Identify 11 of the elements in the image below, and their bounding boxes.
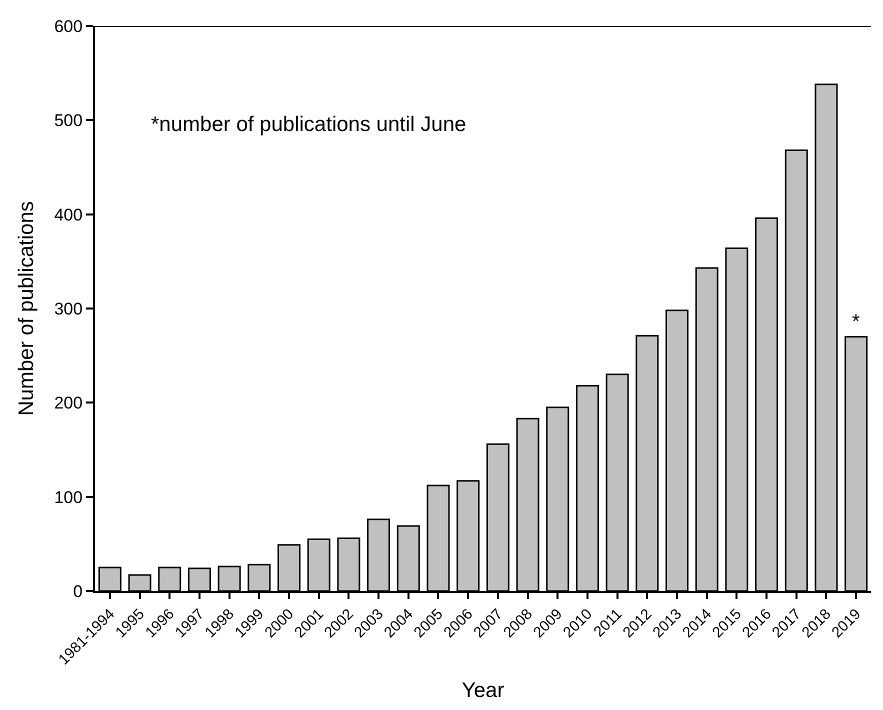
- x-axis-title: Year: [462, 679, 504, 702]
- y-tick-label: 600: [54, 16, 83, 36]
- annotation: *number of publications until June: [151, 113, 466, 136]
- y-tick-label: 200: [54, 394, 83, 413]
- y-tick-label: 300: [54, 299, 83, 318]
- y-axis-title: Number of publications: [14, 201, 38, 416]
- annotation: *: [852, 311, 860, 333]
- y-tick-label: 100: [54, 488, 83, 507]
- y-tick-label: 400: [54, 205, 83, 224]
- y-tick-label: 500: [54, 111, 83, 130]
- y-tick-label: 0: [73, 582, 83, 601]
